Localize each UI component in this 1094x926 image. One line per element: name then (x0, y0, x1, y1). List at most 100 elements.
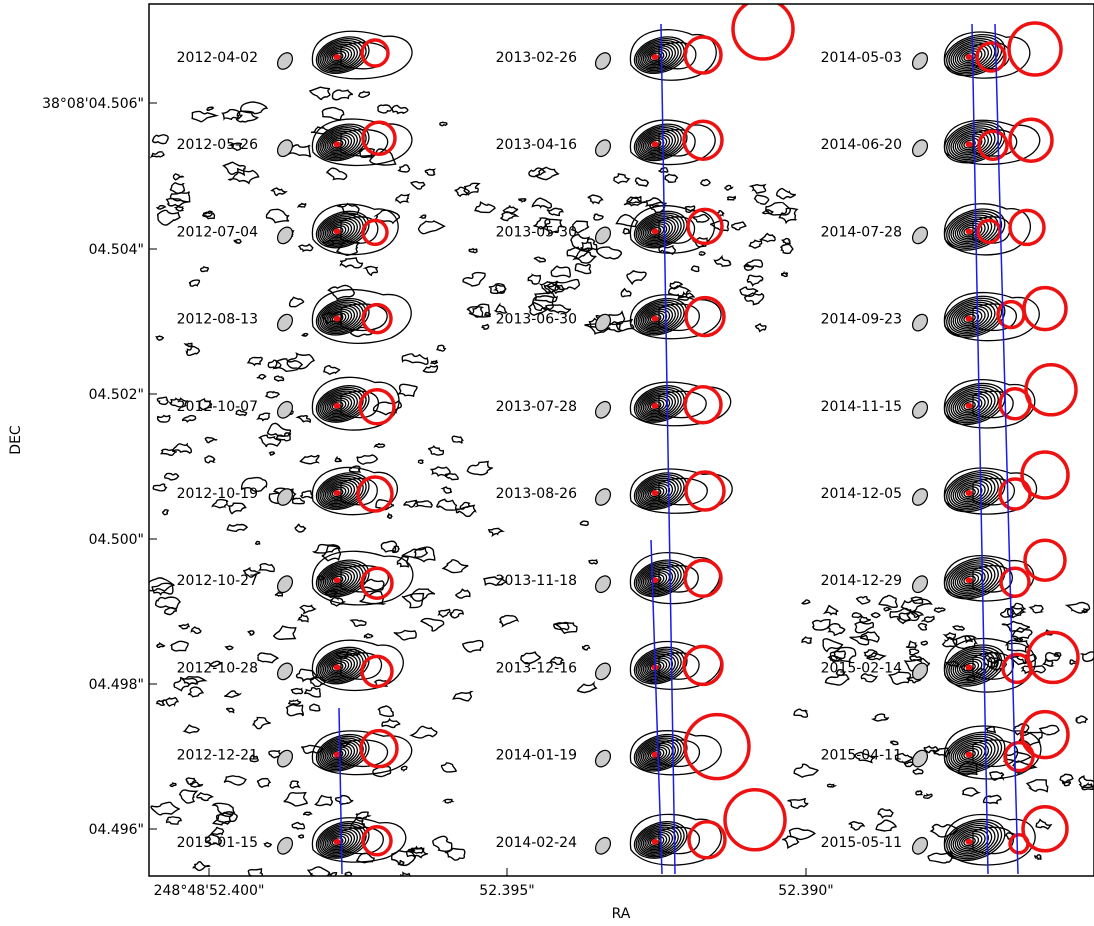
core-contour (963, 488, 976, 498)
noise-contour (851, 612, 863, 619)
epoch-label: 2013-06-30 (496, 312, 577, 328)
jet-component-circle (1024, 363, 1078, 417)
noise-contour (290, 687, 304, 695)
noise-contour (149, 151, 165, 159)
noise-contour (288, 296, 305, 308)
jet-contour (311, 288, 412, 344)
noise-contour (422, 364, 439, 373)
noise-contour (822, 638, 844, 653)
noise-contour (1010, 626, 1033, 642)
jet-contour (943, 467, 1038, 515)
noise-contour (391, 104, 409, 115)
noise-contour (615, 213, 639, 228)
jet-component-circle (361, 218, 389, 247)
core-contour (963, 401, 976, 411)
core-contour (649, 488, 662, 498)
y-tick-label: 04.502" (89, 387, 144, 403)
core-contour (331, 575, 344, 585)
noise-contour (165, 197, 189, 207)
noise-contour (669, 281, 684, 290)
noise-contour (535, 166, 560, 181)
epoch-label: 2012-10-19 (177, 486, 258, 502)
epoch-label: 2013-07-28 (496, 399, 577, 415)
noise-contour (455, 504, 477, 518)
core-contour (963, 837, 976, 847)
noise-contour (444, 847, 466, 861)
noise-contour (811, 619, 831, 631)
noise-contour (275, 432, 292, 442)
noise-contour (553, 621, 578, 635)
noise-contour (178, 622, 191, 630)
noise-contour (273, 375, 285, 383)
jet-component-circle (1003, 740, 1035, 773)
jet-contour (658, 826, 700, 855)
epoch-panel: 2012-12-21 (177, 728, 413, 776)
jet-contour (311, 466, 398, 516)
noise-contour (151, 582, 174, 596)
jet-component-circle (687, 820, 727, 860)
jet-component-circle (686, 207, 724, 246)
core-contour (321, 826, 361, 855)
noise-contour (890, 740, 899, 746)
beam-ellipse (276, 52, 294, 70)
noise-contour (291, 821, 306, 830)
core-contour (331, 662, 344, 672)
core-component (651, 228, 659, 235)
noise-contour (299, 604, 317, 615)
jet-contour (629, 294, 722, 340)
noise-contour (941, 636, 958, 648)
noise-contour (401, 353, 429, 365)
epoch-label: 2014-01-19 (496, 748, 577, 764)
noise-contour (691, 213, 710, 223)
noise-contour (894, 752, 913, 764)
noise-contour (169, 191, 191, 203)
noise-contour (566, 246, 590, 260)
noise-contour (657, 167, 669, 173)
core-contour (952, 652, 993, 681)
noise-contour (588, 559, 599, 565)
noise-contour (1079, 651, 1094, 663)
noise-contour (615, 318, 635, 332)
core-contour (950, 650, 996, 682)
core-contour (644, 395, 671, 415)
epoch-label: 2012-07-04 (177, 224, 258, 240)
core-component (333, 664, 341, 671)
jet-component-circle (358, 388, 396, 426)
beam-ellipse (276, 400, 294, 419)
noise-contour (923, 745, 939, 754)
noise-contour (787, 797, 809, 810)
noise-contour (429, 359, 439, 365)
noise-contour (533, 217, 551, 230)
core-contour (963, 52, 976, 62)
noise-contour (380, 540, 398, 553)
noise-contour (257, 652, 280, 664)
x-axis: 248°48'52.400" 52.395" 52.390" (154, 868, 834, 899)
noise-contour (299, 454, 320, 465)
noise-contour (927, 850, 954, 864)
noise-contour (793, 708, 809, 718)
epoch-panel: 2013-02-26 (496, 29, 723, 81)
noise-contour (778, 207, 799, 225)
noise-contour (724, 184, 734, 191)
noise-contour (235, 110, 259, 123)
core-contour (331, 52, 344, 62)
jet-component-circle (1026, 630, 1080, 685)
epoch-label: 2015-05-11 (821, 835, 902, 851)
jet-contour (943, 31, 1031, 79)
noise-contour (373, 442, 386, 449)
core-contour (952, 826, 993, 855)
noise-contour (190, 626, 202, 635)
noise-contour (1038, 724, 1060, 736)
noise-contour (227, 167, 260, 185)
noise-contour (581, 644, 591, 651)
noise-contour (152, 483, 168, 492)
epoch-panel: 2012-04-02 (177, 30, 413, 80)
core-contour (326, 395, 353, 415)
core-contour (326, 744, 353, 764)
fit-line (971, 23, 989, 875)
core-component (333, 228, 341, 235)
noise-contour (335, 794, 354, 806)
noise-contour (1081, 607, 1088, 614)
core-component (333, 402, 341, 409)
epoch-panel: 2013-05-30 (496, 205, 724, 254)
